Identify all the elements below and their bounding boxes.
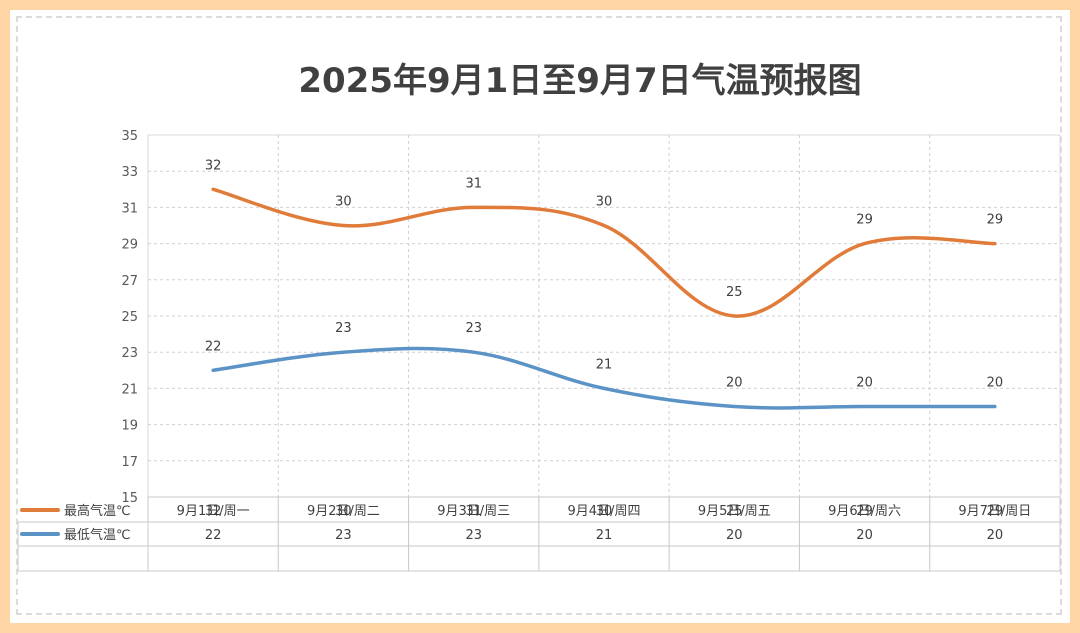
data-label: 30 — [335, 195, 352, 210]
y-tick-label: 17 — [121, 455, 138, 470]
y-tick-label: 19 — [121, 419, 138, 434]
table-cell: 20 — [987, 528, 1004, 543]
table-cell: 25 — [726, 504, 743, 519]
x-category-label: 9月4日/周四 — [568, 504, 641, 519]
series-line-high — [211, 187, 997, 318]
table-cell: 23 — [465, 528, 482, 543]
table-cell: 31 — [465, 504, 482, 519]
table-cell: 20 — [856, 528, 873, 543]
chart-inner-border — [16, 16, 1062, 615]
table-cell: 29 — [987, 504, 1004, 519]
series-layer — [211, 187, 997, 410]
y-tick-label: 27 — [121, 274, 138, 289]
legend-label: 最低气温℃ — [64, 527, 131, 543]
x-category-label: 9月1日/周一 — [177, 504, 250, 519]
table-cell: 30 — [335, 504, 352, 519]
data-label: 25 — [726, 285, 743, 300]
data-label: 32 — [205, 158, 222, 173]
data-labels: 32 30 31 30 25 29 29 22 23 23 21 20 20 20 — [205, 158, 1003, 390]
data-label: 30 — [596, 195, 613, 210]
data-label: 20 — [856, 376, 873, 391]
data-label: 20 — [987, 376, 1004, 391]
data-label: 23 — [335, 321, 352, 336]
legend-label: 最高气温℃ — [64, 503, 131, 519]
chart-title: 2025年9月1日至9月7日气温预报图 — [298, 61, 861, 101]
table-cell: 20 — [726, 528, 743, 543]
y-axis: 15 17 19 21 23 25 27 29 31 33 35 — [121, 129, 138, 506]
data-label: 22 — [205, 339, 222, 354]
x-category-label: 9月6日/周六 — [828, 504, 901, 519]
y-tick-label: 15 — [121, 491, 138, 506]
series-line-low — [211, 346, 997, 410]
table-cell: 32 — [205, 504, 222, 519]
y-tick-label: 21 — [121, 382, 138, 397]
x-category-label: 9月3日/周三 — [437, 504, 510, 519]
data-label: 31 — [465, 176, 482, 191]
data-label: 23 — [465, 321, 482, 336]
y-tick-label: 23 — [121, 346, 138, 361]
data-label: 20 — [726, 376, 743, 391]
x-category-label: 9月7日/周日 — [958, 504, 1031, 519]
y-tick-label: 35 — [121, 129, 138, 144]
y-tick-label: 33 — [121, 165, 138, 180]
table-cell: 29 — [856, 504, 873, 519]
data-label: 21 — [596, 357, 613, 372]
grid-layer — [147, 134, 1061, 498]
y-tick-label: 25 — [121, 310, 138, 325]
data-table: 9月1日/周一 9月2日/周二 9月3日/周三 9月4日/周四 9月5日/周五 9月6日/… — [17, 496, 1061, 572]
y-tick-label: 29 — [121, 238, 138, 253]
x-category-label: 9月5日/周五 — [698, 504, 771, 519]
table-cell: 21 — [596, 528, 613, 543]
data-label: 29 — [856, 213, 873, 228]
data-label: 29 — [987, 213, 1004, 228]
table-cell: 22 — [205, 528, 222, 543]
x-category-label: 9月2日/周二 — [307, 504, 380, 519]
table-cell: 23 — [335, 528, 352, 543]
y-tick-label: 31 — [121, 201, 138, 216]
table-cell: 30 — [596, 504, 613, 519]
